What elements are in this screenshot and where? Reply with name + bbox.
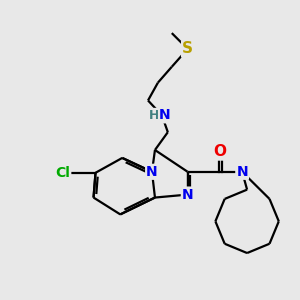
Text: O: O — [213, 145, 226, 160]
Text: H: H — [149, 109, 159, 122]
Text: N: N — [236, 165, 248, 179]
Text: N: N — [146, 165, 158, 179]
Text: Cl: Cl — [56, 166, 70, 180]
Text: S: S — [182, 41, 193, 56]
Text: N: N — [159, 108, 171, 122]
Text: N: N — [182, 188, 194, 202]
